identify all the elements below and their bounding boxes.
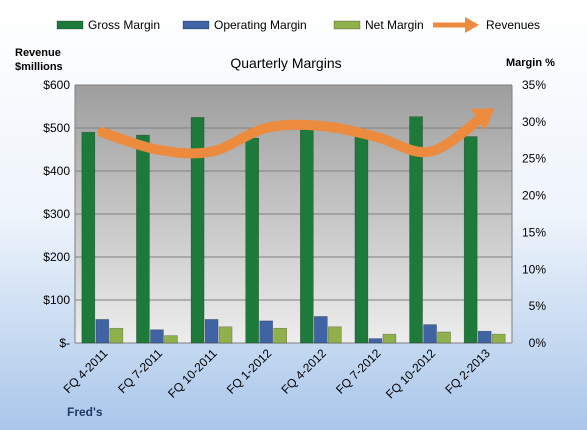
x-tick-label: FQ 7-2012 — [333, 346, 384, 397]
x-tick-label: FQ 1-2012 — [224, 346, 275, 397]
legend-swatch-gross-margin — [56, 20, 84, 30]
x-tick-label: FQ 7-2011 — [115, 346, 165, 396]
bar-net-margin — [328, 326, 342, 344]
bar-operating-margin — [95, 319, 110, 344]
left-tick-label: $500 — [43, 121, 70, 135]
right-tick-label: 10% — [522, 262, 546, 276]
left-tick-label: $- — [59, 336, 70, 350]
legend-arrow-icon — [465, 17, 479, 33]
left-tick-label: $600 — [43, 78, 70, 92]
bar-gross-margin — [190, 117, 205, 344]
right-tick-label: 20% — [522, 189, 546, 203]
legend-label: Operating Margin — [214, 18, 307, 32]
bar-gross-margin — [463, 136, 478, 344]
bar-gross-margin — [81, 131, 96, 344]
bar-operating-margin — [368, 338, 383, 344]
legend-label: Net Margin — [365, 18, 424, 32]
right-tick-label: 5% — [529, 299, 547, 313]
bar-operating-margin — [259, 320, 273, 344]
x-tick-label: FQ 4-2011 — [61, 346, 111, 396]
bar-operating-margin — [150, 329, 164, 344]
right-tick-label: 30% — [522, 115, 546, 129]
bar-operating-margin — [477, 330, 492, 344]
bar-gross-margin — [300, 125, 314, 344]
bar-gross-margin — [354, 134, 369, 344]
legend-swatch-net-margin — [333, 20, 361, 30]
legend-swatch-operating-margin — [182, 20, 210, 30]
bar-net-margin — [218, 326, 233, 344]
bar-operating-margin — [314, 316, 328, 344]
right-tick-label: 15% — [522, 225, 546, 239]
left-tick-label: $100 — [43, 293, 70, 307]
x-tick-label: FQ 2-2013 — [442, 346, 493, 397]
x-tick-label: FQ 4-2012 — [278, 346, 329, 397]
x-tick-label: FQ 10-2011 — [165, 346, 220, 401]
right-tick-label: 0% — [529, 336, 547, 350]
right-axis-title: Margin % — [506, 57, 555, 69]
bar-net-margin — [491, 333, 506, 344]
credit-label: Fred's — [67, 405, 103, 419]
bar-operating-margin — [423, 324, 437, 344]
revenues-line — [97, 110, 490, 159]
x-tick-label: FQ 10-2012 — [383, 346, 438, 401]
bar-gross-margin — [245, 137, 259, 344]
bar-net-margin — [382, 333, 397, 344]
bar-gross-margin — [136, 134, 150, 344]
right-tick-label: 25% — [522, 152, 546, 166]
legend-label: Gross Margin — [88, 18, 160, 32]
right-tick-label: 35% — [522, 78, 546, 92]
bar-net-margin — [273, 327, 287, 344]
revenues-arrowhead — [470, 108, 495, 131]
bar-net-margin — [109, 327, 124, 344]
left-tick-label: $400 — [43, 164, 70, 178]
left-tick-label: $300 — [43, 207, 70, 221]
bar-operating-margin — [204, 319, 219, 344]
bar-net-margin — [164, 335, 178, 344]
chart-title: Quarterly Margins — [230, 55, 341, 71]
left-tick-label: $200 — [43, 250, 70, 264]
left-axis-title-line1: Revenue — [15, 47, 61, 59]
bar-net-margin — [437, 331, 451, 344]
legend-label: Revenues — [486, 18, 540, 32]
bar-gross-margin — [409, 116, 423, 344]
left-axis-title-line2: $millions — [15, 61, 63, 73]
